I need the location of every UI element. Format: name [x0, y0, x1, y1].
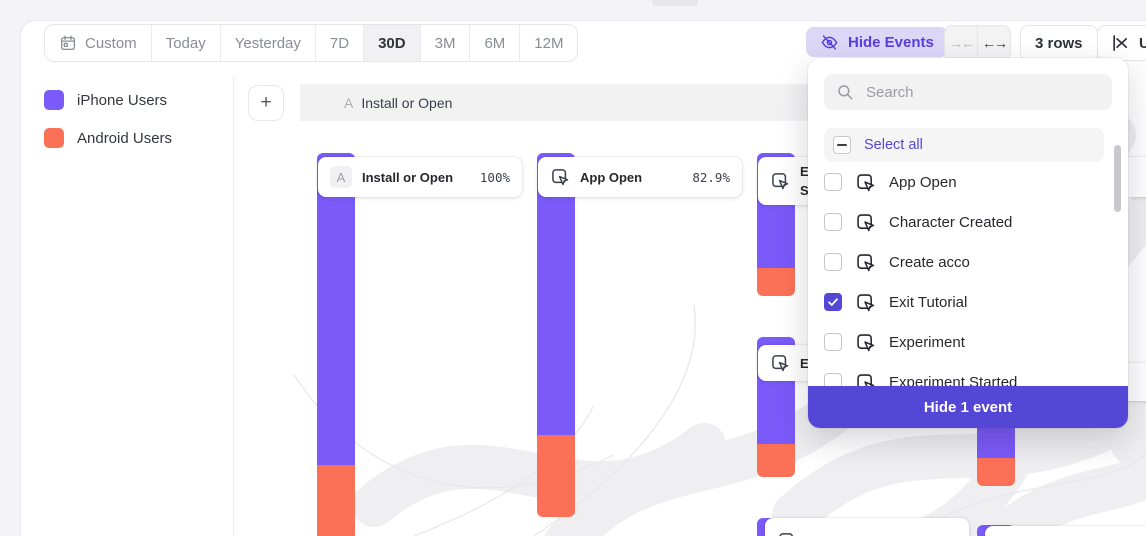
collapse-columns-button[interactable]: →← [945, 26, 977, 60]
event-item-character-created[interactable]: Character Created [808, 202, 1108, 242]
step-header-2[interactable] [518, 84, 776, 121]
select-all-row[interactable]: Select all [824, 128, 1104, 162]
collapse-icon: →← [949, 35, 975, 51]
date-range-control: Custom Today Yesterday 7D 30D 3M 6M 12M [44, 24, 579, 62]
hide-events-label: Hide Events [848, 33, 934, 51]
column-width-control: →← ←→ [944, 25, 1011, 61]
bar-step1-iphone[interactable] [317, 153, 355, 465]
step-card-app-open[interactable]: App Open 82.9% [538, 157, 742, 197]
step-card-3-row3[interactable] [765, 518, 969, 536]
select-all-checkbox[interactable] [833, 136, 851, 154]
event-search-box [824, 74, 1112, 110]
legend-label: Android Users [77, 129, 173, 147]
checkbox[interactable] [824, 213, 842, 231]
event-click-icon [857, 293, 875, 311]
event-click-icon [857, 213, 875, 231]
conversion-value: 100% [479, 169, 510, 185]
bar-step2-android[interactable] [537, 435, 575, 517]
date-range-today[interactable]: Today [152, 25, 221, 61]
conversion-value: 82.9% [692, 169, 730, 185]
legend-label: iPhone Users [77, 91, 168, 109]
date-range-label: Custom [85, 34, 137, 52]
date-range-3m[interactable]: 3M [421, 25, 471, 61]
bar-step3-row2-android[interactable] [757, 444, 795, 477]
event-click-icon [552, 169, 569, 186]
event-click-icon [857, 173, 875, 191]
event-search-input[interactable] [864, 82, 1100, 102]
checkbox-checked[interactable] [824, 293, 842, 311]
date-range-30d[interactable]: 30D [364, 25, 421, 61]
bar-step2-iphone[interactable] [537, 153, 575, 435]
hide-events-button[interactable]: Hide Events [806, 27, 948, 57]
android-swatch [44, 128, 64, 148]
expand-icon: ←→ [982, 35, 1008, 51]
panel-divider [233, 76, 234, 536]
iphone-swatch [44, 90, 64, 110]
calendar-icon [60, 35, 76, 51]
checkbox[interactable] [824, 173, 842, 191]
dropdown-scrollbar[interactable] [1114, 145, 1121, 212]
checkbox[interactable] [824, 253, 842, 271]
step-a-badge: A [330, 166, 352, 188]
eye-off-icon [821, 34, 838, 50]
window-notch [652, 0, 698, 6]
date-range-custom[interactable]: Custom [45, 25, 152, 61]
event-item-app-open[interactable]: App Open [808, 162, 1108, 202]
line-chart-icon [1113, 35, 1128, 51]
check-icon [828, 298, 838, 306]
step-label: Install or Open [361, 94, 453, 111]
add-step-button[interactable]: + [248, 85, 284, 121]
date-range-7d[interactable]: 7D [316, 25, 365, 61]
step-card-install-or-open[interactable]: A Install or Open 100% [318, 157, 522, 197]
search-icon [838, 85, 853, 100]
event-item-exit-tutorial[interactable]: Exit Tutorial [808, 282, 1108, 322]
event-click-icon [772, 355, 789, 372]
event-click-icon [857, 333, 875, 351]
bar-step4-android[interactable] [977, 458, 1015, 486]
event-item-create-acco[interactable]: Create acco [808, 242, 1108, 282]
hide-event-apply-button[interactable]: Hide 1 event [808, 386, 1128, 428]
date-range-yesterday[interactable]: Yesterday [221, 25, 316, 61]
step-header-1[interactable]: A Install or Open [300, 84, 558, 121]
rows-button[interactable]: 3 rows [1020, 25, 1098, 61]
expand-columns-button[interactable]: ←→ [977, 26, 1010, 60]
step-card-4-row2-card[interactable] [985, 526, 1146, 536]
event-item-experiment[interactable]: Experiment [808, 322, 1108, 362]
bar-step1-android[interactable] [317, 465, 355, 536]
chart-type-button[interactable]: U [1097, 25, 1146, 61]
legend-item-iphone[interactable]: iPhone Users [44, 90, 167, 110]
hide-events-dropdown: Select all App Open Character Created Cr… [808, 58, 1128, 428]
step-badge: A [344, 94, 354, 111]
event-click-icon [779, 533, 794, 536]
date-range-6m[interactable]: 6M [470, 25, 521, 61]
checkbox[interactable] [824, 333, 842, 351]
bar-step3-android[interactable] [757, 268, 795, 296]
event-click-icon [857, 253, 875, 271]
legend-item-android[interactable]: Android Users [44, 128, 172, 148]
event-click-icon [772, 173, 789, 190]
date-range-12m[interactable]: 12M [534, 34, 564, 52]
